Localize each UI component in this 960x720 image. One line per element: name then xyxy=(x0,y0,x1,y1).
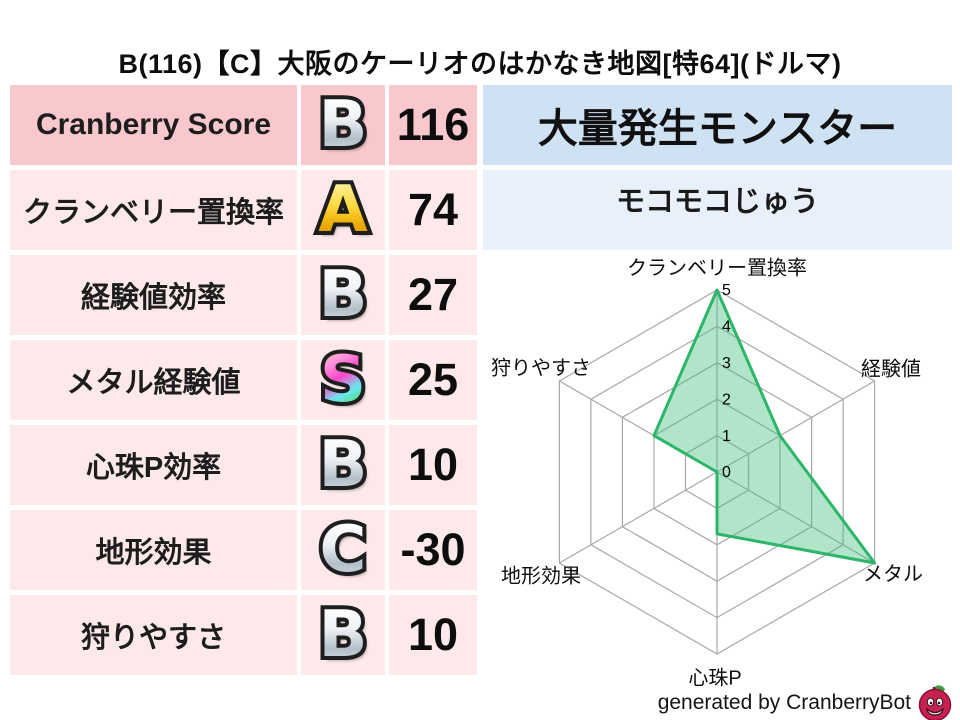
metric-value: 74 xyxy=(389,170,477,250)
radar-axis-label: 地形効果 xyxy=(501,565,581,588)
metric-value: 116 xyxy=(389,85,477,165)
radar-axis-label: メタル xyxy=(863,563,923,586)
radar-spoke xyxy=(716,380,875,473)
footer-credit: generated by CranberryBot xyxy=(657,691,911,714)
metric-label: 地形効果 xyxy=(10,510,297,590)
metric-value: 25 xyxy=(389,340,477,420)
metric-value: 27 xyxy=(389,255,477,335)
metric-label: 経験値効率 xyxy=(10,255,297,335)
metric-label: 狩りやすさ xyxy=(10,595,297,675)
radar-axis-label: 経験値 xyxy=(861,358,921,381)
radar-axis-label: 心珠P xyxy=(688,667,742,690)
grade-badge: BB xyxy=(301,85,385,165)
metric-label: メタル経験値 xyxy=(10,340,297,420)
radar-spoke xyxy=(559,471,718,564)
grade-badge: AA xyxy=(301,170,385,250)
metric-label: 心珠P効率 xyxy=(10,425,297,505)
metric-value: 10 xyxy=(389,425,477,505)
radar-tick-label: 0 xyxy=(722,464,731,481)
grade-badge: CC xyxy=(301,510,385,590)
metric-value: -30 xyxy=(389,510,477,590)
radar-spoke xyxy=(716,471,875,564)
monster-name: モコモコじゅう xyxy=(483,170,952,250)
footer: generated by CranberryBot xyxy=(658,684,954,720)
radar-tick-label: 2 xyxy=(722,391,731,408)
radar-data-polygon xyxy=(652,288,877,565)
grade-badge: BB xyxy=(301,595,385,675)
monster-panel-header: 大量発生モンスター xyxy=(483,85,952,165)
radar-chart: 0 1 2 3 4 5 xyxy=(480,255,960,700)
page-title: B(116)【C】大阪のケーリオのはかなき地図[特64](ドルマ) xyxy=(118,49,842,79)
radar-tick-label: 4 xyxy=(722,319,731,336)
grade-badge: BB xyxy=(301,425,385,505)
radar-tick-label: 1 xyxy=(722,428,731,445)
metric-label: Cranberry Score xyxy=(10,85,297,165)
radar-svg: 0 1 2 3 4 5 xyxy=(558,282,877,655)
radar-tick-label: 5 xyxy=(722,282,731,299)
cranberry-bot-icon xyxy=(918,685,952,720)
score-table: Cranberry ScoreBB116クランベリー置換率AA74経験値効率BB… xyxy=(10,85,477,675)
radar-tick-label: 3 xyxy=(722,355,731,372)
metric-value: 10 xyxy=(389,595,477,675)
metric-label: クランベリー置換率 xyxy=(10,170,297,250)
radar-axis-label: クランベリー置換率 xyxy=(627,257,807,280)
grade-badge: BB xyxy=(301,255,385,335)
radar-axis-label: 狩りやすさ xyxy=(491,357,591,380)
grade-badge: SS xyxy=(301,340,385,420)
